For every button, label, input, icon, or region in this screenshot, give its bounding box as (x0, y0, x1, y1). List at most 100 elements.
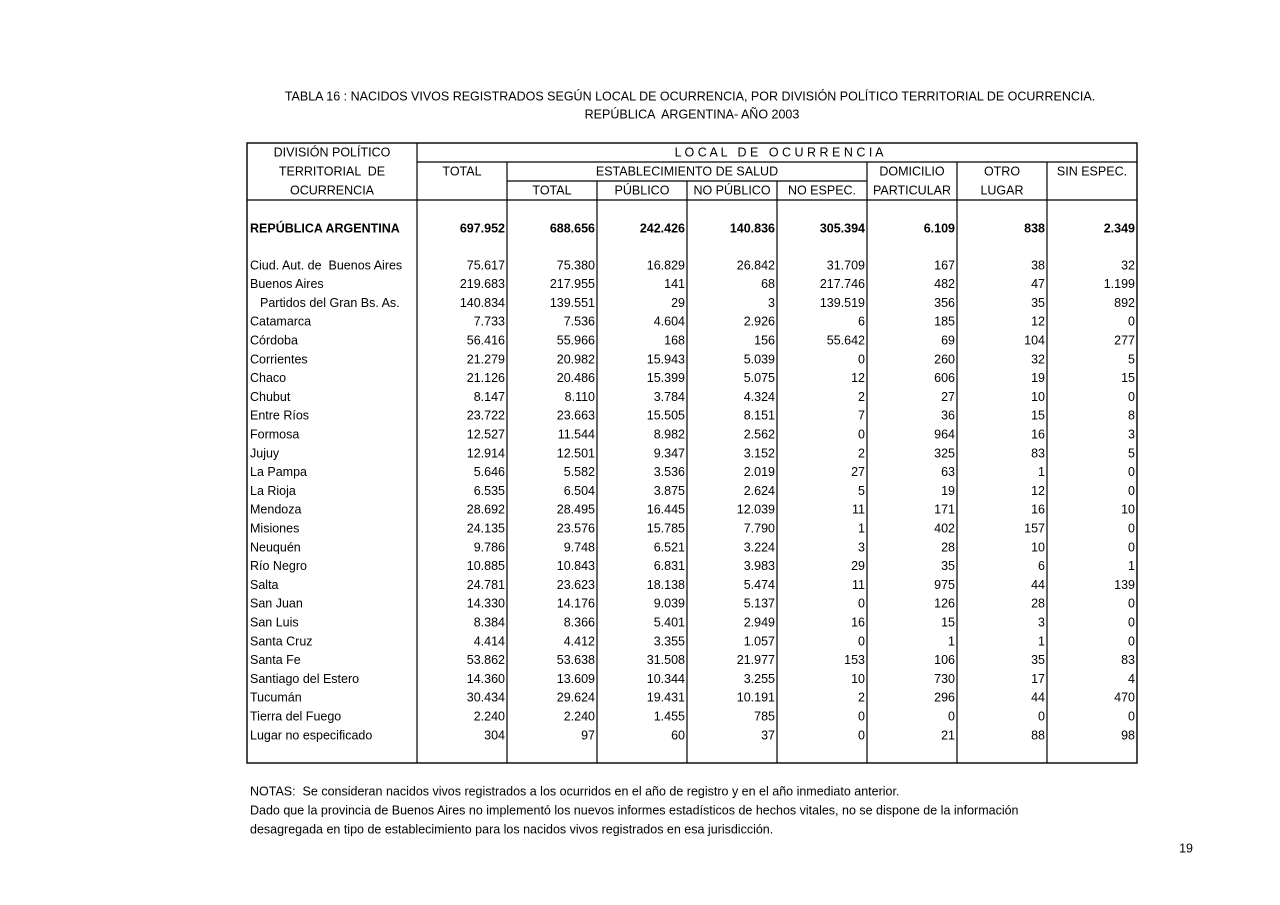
cell: 8.982 (654, 427, 685, 441)
cell: 2 (858, 691, 865, 705)
cell: 38 (1031, 258, 1045, 272)
row-label: Santa Fe (250, 653, 301, 667)
cell: 20.982 (557, 352, 595, 366)
cell: 10 (851, 672, 865, 686)
header-cell: PÚBLICO (615, 182, 670, 197)
cell: 60 (671, 728, 685, 742)
cell: 606 (934, 371, 955, 385)
row-label: Salta (250, 578, 279, 592)
cell: 277 (1114, 333, 1135, 347)
cell: 482 (934, 277, 955, 291)
cell: 838 (1024, 221, 1045, 235)
cell: 139.551 (550, 296, 595, 310)
cell: 10.843 (557, 559, 595, 573)
cell: 20.486 (557, 371, 595, 385)
header-cell: SIN ESPEC. (1057, 164, 1127, 178)
cell: 470 (1114, 691, 1135, 705)
cell: 964 (934, 427, 955, 441)
cell: 19 (941, 484, 955, 498)
cell: 2 (858, 390, 865, 404)
cell: 305.394 (820, 221, 865, 235)
cell: 16.445 (647, 503, 685, 517)
cell: 7.790 (744, 521, 775, 535)
cell: 21.126 (467, 371, 505, 385)
cell: 88 (1031, 728, 1045, 742)
cell: 16 (851, 615, 865, 629)
cell: 83 (1121, 653, 1135, 667)
cell: 0 (858, 427, 865, 441)
cell: 697.952 (460, 221, 505, 235)
row-label: Catamarca (250, 315, 311, 329)
cell: 18.138 (647, 578, 685, 592)
cell: 1.455 (654, 709, 685, 723)
cell: 1.057 (744, 634, 775, 648)
cell: 0 (1128, 465, 1135, 479)
cell: 5.075 (744, 371, 775, 385)
cell: 11.544 (558, 427, 595, 441)
cell: 12 (1031, 484, 1045, 498)
cell: 28 (1031, 597, 1045, 611)
cell: 140.834 (460, 296, 505, 310)
header-cell: LUGAR (980, 183, 1023, 197)
cell: 5.401 (654, 615, 685, 629)
cell: 15 (941, 615, 955, 629)
cell: 3 (858, 540, 865, 554)
cell: 12 (1031, 315, 1045, 329)
cell: 3.536 (654, 465, 685, 479)
cell: 8.110 (565, 390, 595, 404)
row-label: Mendoza (250, 503, 301, 517)
cell: 68 (761, 277, 775, 291)
cell: 3 (1128, 427, 1135, 441)
cell: 0 (1038, 709, 1045, 723)
row-label: La Rioja (250, 484, 296, 498)
cell: 12.527 (467, 427, 505, 441)
cell: 8.366 (564, 615, 595, 629)
cell: 1 (1038, 634, 1045, 648)
header-cell: NO ESPEC. (788, 183, 856, 197)
cell: 217.955 (550, 277, 595, 291)
header-cell: TERRITORIAL DE (279, 164, 385, 178)
cell: 21.977 (737, 653, 775, 667)
cell: 5.474 (744, 578, 775, 592)
cell: 0 (858, 597, 865, 611)
cell: 2.349 (1104, 221, 1135, 235)
cell: 8.151 (744, 409, 775, 423)
cell: 3.255 (744, 672, 775, 686)
cell: 2.624 (744, 484, 775, 498)
cell: 23.623 (557, 578, 595, 592)
cell: 19.431 (647, 691, 685, 705)
cell: 325 (934, 446, 955, 460)
title: TABLA 16 : NACIDOS VIVOS REGISTRADOS SEG… (285, 88, 1095, 103)
cell: 35 (1031, 296, 1045, 310)
cell: 10 (1031, 540, 1045, 554)
cell: 5.646 (474, 465, 505, 479)
cell: 1 (858, 521, 865, 535)
cell: 5 (1128, 446, 1135, 460)
row-label: Formosa (250, 427, 299, 441)
cell: 168 (664, 333, 685, 347)
row-label: Ciud. Aut. de Buenos Aires (250, 258, 402, 272)
cell: 260 (934, 352, 955, 366)
cell: 63 (941, 465, 955, 479)
cell: 104 (1024, 333, 1045, 347)
cell: 5.039 (744, 352, 775, 366)
cell: 2.949 (744, 615, 775, 629)
cell: 153 (844, 653, 865, 667)
cell: 4.604 (654, 315, 685, 329)
cell: 5.137 (744, 597, 775, 611)
cell: 35 (1031, 653, 1045, 667)
cell: 402 (934, 521, 955, 535)
cell: 3.152 (744, 446, 775, 460)
cell: 1 (948, 634, 955, 648)
cell: 15 (1121, 371, 1135, 385)
cell: 892 (1114, 296, 1135, 310)
cell: 10 (1031, 390, 1045, 404)
cell: 55.966 (557, 333, 595, 347)
cell: 28 (941, 540, 955, 554)
cell: 3.784 (654, 390, 685, 404)
cell: 29 (671, 296, 685, 310)
row-label: San Luis (250, 615, 299, 629)
cell: 1 (1038, 465, 1045, 479)
cell: 356 (934, 296, 955, 310)
